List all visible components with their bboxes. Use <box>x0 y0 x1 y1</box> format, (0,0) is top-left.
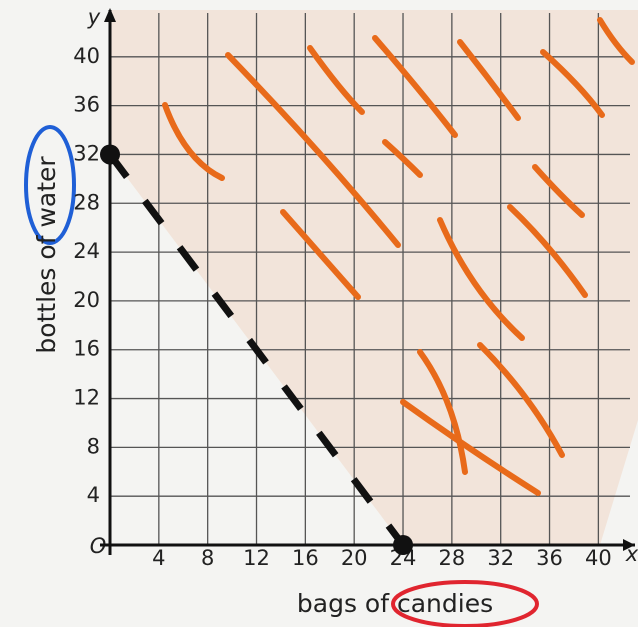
hatch <box>400 399 541 496</box>
hatch <box>540 49 605 118</box>
y-tick-label: 4 <box>87 483 100 507</box>
endpoint <box>393 535 414 555</box>
y-tick-label: 24 <box>73 239 100 263</box>
y-tick-label: 32 <box>73 141 100 165</box>
grid <box>110 13 630 545</box>
shaded-region <box>110 10 638 545</box>
water-circle <box>24 125 76 245</box>
x-tick-label: 40 <box>585 546 612 570</box>
x-axis-label: bags of candies <box>297 589 493 618</box>
x-tick-label: 20 <box>341 546 368 570</box>
y-tick-label: 20 <box>73 288 100 312</box>
x-tick-label: 8 <box>201 546 214 570</box>
y-tick-label: 8 <box>87 434 100 458</box>
hatch <box>457 39 521 121</box>
hatch <box>532 164 585 218</box>
x-tick-label: 28 <box>438 546 465 570</box>
hatch <box>307 45 365 115</box>
hatch <box>162 102 225 181</box>
hatch <box>477 342 565 458</box>
hatch <box>382 139 423 178</box>
x-tick-label: 12 <box>243 546 270 570</box>
origin-label: O <box>90 534 107 558</box>
hatch <box>597 17 635 65</box>
y-tick-label: 16 <box>73 337 100 361</box>
x-tick-label: 32 <box>487 546 514 570</box>
data-line <box>107 152 406 548</box>
y-axis-label: bottles of water <box>32 156 61 354</box>
hatch <box>225 52 401 248</box>
x-tick-label: 16 <box>292 546 319 570</box>
x-tick-label: 4 <box>152 546 165 570</box>
hatch <box>372 35 458 138</box>
hatch-marks <box>162 17 635 496</box>
hatch <box>280 209 361 300</box>
y-tick-label: 40 <box>73 44 100 68</box>
y-arrow <box>104 8 116 22</box>
y-tick-label: 12 <box>73 386 100 410</box>
y-tick-label: 36 <box>73 93 100 117</box>
hatch <box>417 349 468 475</box>
y-axis-name: y <box>87 5 101 29</box>
hatch <box>437 217 525 341</box>
x-arrow <box>623 539 635 551</box>
x-tick-label: 36 <box>536 546 563 570</box>
endpoint <box>100 144 120 165</box>
candies-circle <box>391 580 539 627</box>
y-tick-label: 28 <box>73 190 100 214</box>
hatch <box>507 204 588 298</box>
